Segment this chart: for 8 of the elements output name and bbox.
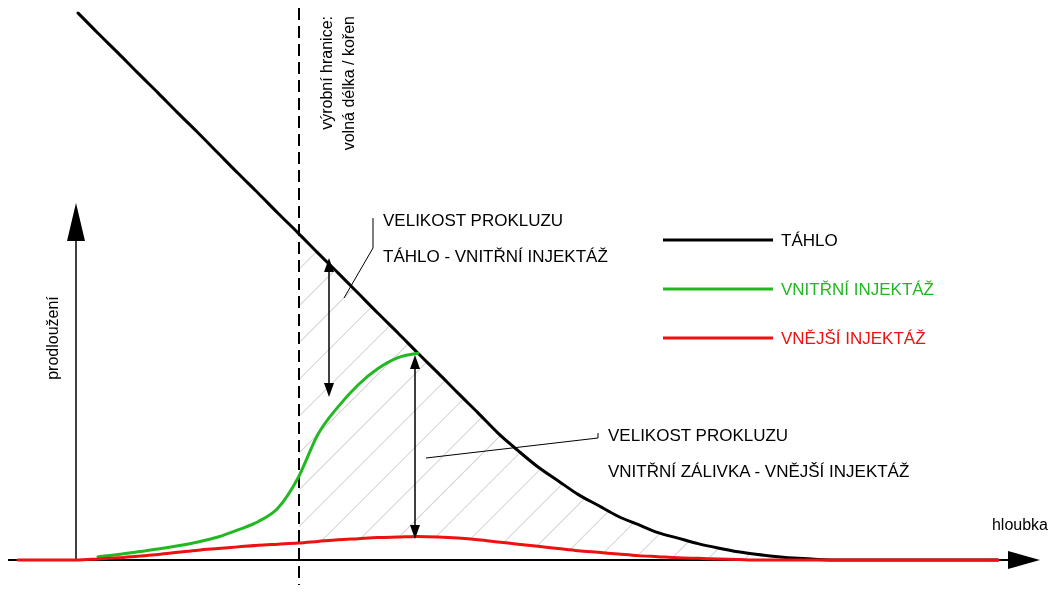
annotation: VELIKOST PROKLUZU VNITŘNÍ ZÁLIVKA - VNĚJŠÍ INJEKTÁŽ [608,426,910,481]
x-axis-title: hloubka [991,516,1049,533]
text: VNĚJŠÍ INJEKTÁŽ [781,329,926,348]
text: VNITŘNÍ INJEKTÁŽ [781,280,935,299]
annotation: výrobní hranice: volná délka / kořen [318,16,357,151]
text: TÁHLO [781,231,838,250]
y-axis-title: prodloužení [44,295,61,380]
annotation: VELIKOST PROKLUZU TÁHLO - VNITŘNÍ INJEKTÁŽ [383,211,608,266]
